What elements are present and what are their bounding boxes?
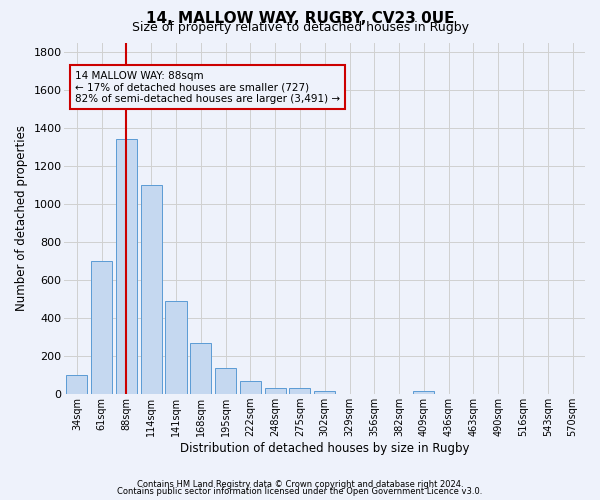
Bar: [166, 301, 187, 394]
X-axis label: Distribution of detached houses by size in Rugby: Distribution of detached houses by size …: [180, 442, 469, 455]
Bar: [413, 392, 434, 394]
Text: Contains public sector information licensed under the Open Government Licence v3: Contains public sector information licen…: [118, 487, 482, 496]
Bar: [91, 261, 112, 394]
Text: Size of property relative to detached houses in Rugby: Size of property relative to detached ho…: [131, 22, 469, 35]
Bar: [140, 185, 162, 394]
Bar: [67, 375, 88, 394]
Bar: [190, 343, 211, 394]
Text: 14, MALLOW WAY, RUGBY, CV23 0UE: 14, MALLOW WAY, RUGBY, CV23 0UE: [146, 11, 454, 26]
Bar: [240, 381, 261, 394]
Y-axis label: Number of detached properties: Number of detached properties: [15, 126, 28, 312]
Bar: [289, 388, 310, 394]
Text: Contains HM Land Registry data © Crown copyright and database right 2024.: Contains HM Land Registry data © Crown c…: [137, 480, 463, 489]
Bar: [116, 140, 137, 394]
Bar: [265, 388, 286, 394]
Bar: [215, 368, 236, 394]
Text: 14 MALLOW WAY: 88sqm
← 17% of detached houses are smaller (727)
82% of semi-deta: 14 MALLOW WAY: 88sqm ← 17% of detached h…: [75, 70, 340, 104]
Bar: [314, 392, 335, 394]
